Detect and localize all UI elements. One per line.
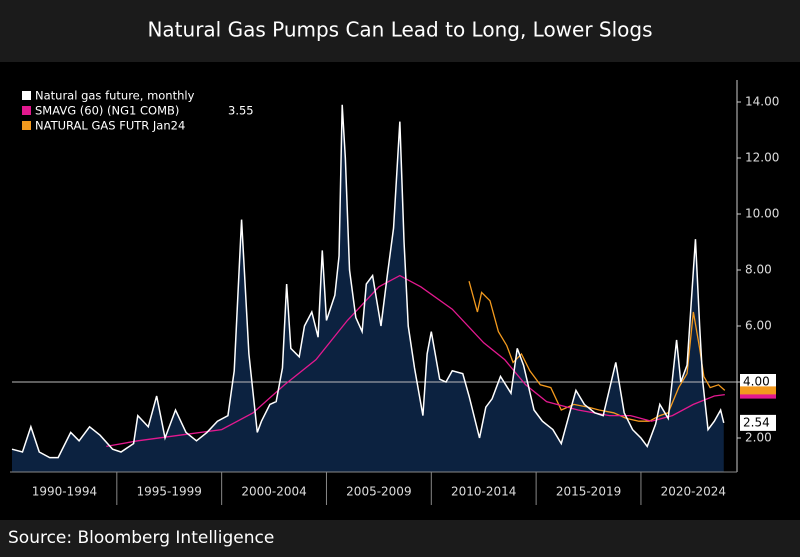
legend-label: Natural gas future, monthly (35, 89, 195, 103)
y-tick-label: 8.00 (745, 263, 772, 277)
series-line (106, 274, 725, 448)
series-line (11, 104, 725, 459)
last-value-marker (740, 386, 776, 395)
reference-label-box (740, 374, 776, 390)
legend-swatch (22, 106, 31, 115)
legend-label: SMAVG (60) (NG1 COMB) (35, 104, 179, 118)
title: Natural Gas Pumps Can Lead to Long, Lowe… (147, 18, 652, 42)
last-value-box (740, 414, 776, 431)
y-tick-label: 2.00 (745, 431, 772, 445)
reference-label: 4.00 (743, 375, 770, 389)
y-tick-label: 14.00 (745, 95, 779, 109)
x-tick-label: 2010-2014 (451, 485, 516, 499)
y-tick-label: 6.00 (745, 319, 772, 333)
area (12, 104, 724, 473)
source: Source: Bloomberg Intelligence (8, 528, 274, 548)
x-tick-label: 2000-2004 (241, 485, 306, 499)
legend-value: 3.55 (228, 104, 254, 118)
y-tick-label: 10.00 (745, 207, 779, 221)
legend-label: NATURAL GAS FUTR Jan24 (35, 119, 185, 133)
x-tick-label: 2005-2009 (346, 485, 411, 499)
x-tick-label: 2015-2019 (556, 485, 621, 499)
legend-swatch (22, 91, 31, 100)
x-tick-label: 1990-1994 (32, 485, 97, 499)
legend-swatch (22, 121, 31, 130)
last-value-marker (740, 390, 776, 399)
x-tick-label: 2020-2024 (661, 485, 726, 499)
last-value-label: 2.54 (743, 415, 770, 429)
x-tick-label: 1995-1999 (137, 485, 202, 499)
y-tick-label: 12.00 (745, 151, 779, 165)
series-line (468, 281, 726, 422)
